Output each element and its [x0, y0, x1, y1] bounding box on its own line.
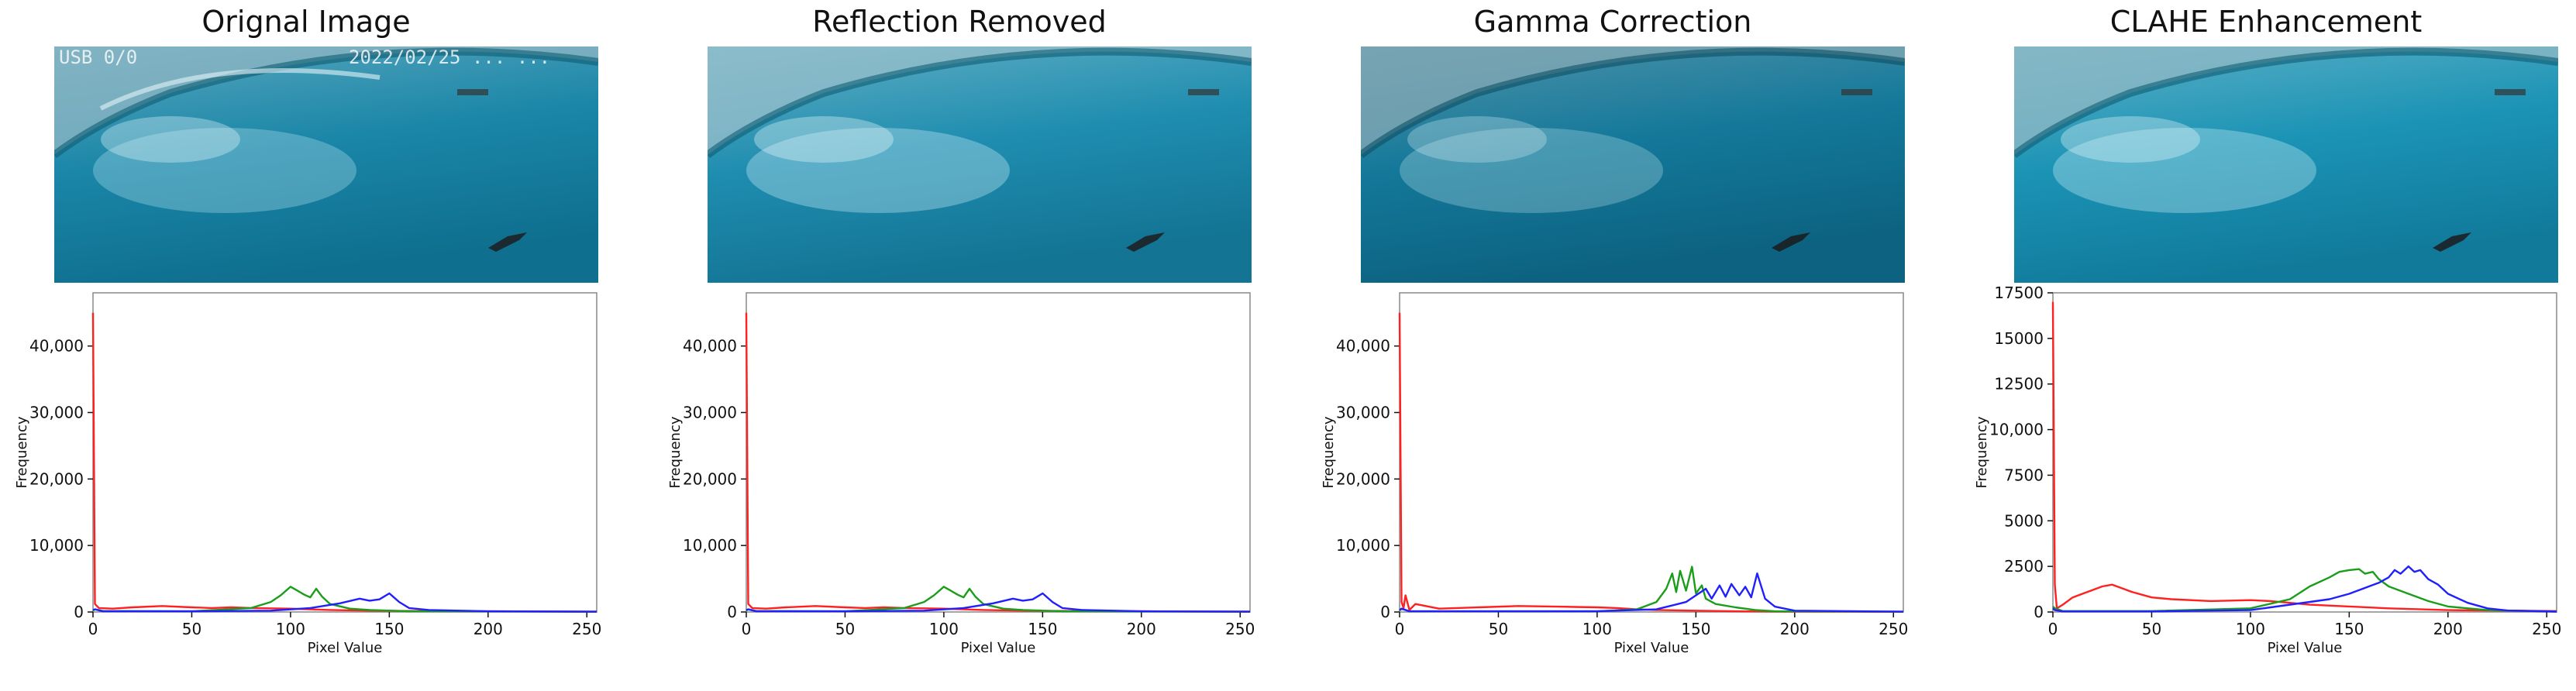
x-tick-label: 0	[88, 620, 98, 638]
histogram-chart: 0 50 100 150 200 250 0 10,000 20,000 30,000 40,000…	[1307, 287, 1919, 691]
histogram-chart: 0 50 100 150 200 250 0 10,000 20,000 30,000 40,000…	[0, 287, 612, 691]
histogram-chart: 0 50 100 150 200 250 0 10,000 20,000 30,000 40,000…	[653, 287, 1266, 691]
y-tick-label: 0	[727, 603, 737, 621]
series-line-blue	[746, 592, 1251, 613]
plot-frame	[92, 292, 598, 613]
y-tick-label: 20,000	[1336, 469, 1390, 488]
x-tick-label: 200	[1780, 620, 1810, 638]
y-tick-label: 40,000	[29, 337, 84, 356]
pool-image-original: USB 0/0 2022/02/25 ... ...	[54, 46, 598, 283]
y-tick-label: 10,000	[683, 536, 737, 555]
series-line-blue	[2052, 565, 2557, 613]
x-tick-label: 0	[742, 620, 752, 638]
y-tick-label: 30,000	[1336, 404, 1390, 422]
chart-title: Orignal Image	[201, 5, 411, 39]
y-tick-label: 0	[2034, 603, 2044, 621]
x-tick-label: 0	[1395, 620, 1405, 638]
y-axis-label: Frequency	[1974, 416, 1990, 488]
y-tick-label: 17500	[1994, 284, 2044, 302]
y-tick-label: 0	[74, 603, 84, 621]
series-line-red	[1398, 312, 1904, 613]
x-tick-label: 100	[929, 620, 959, 638]
y-tick-label: 30,000	[29, 404, 84, 422]
y-axis-label: Frequency	[667, 416, 684, 488]
x-tick-label: 150	[374, 620, 404, 638]
x-tick-label: 250	[1879, 620, 1908, 638]
plot-frame	[746, 292, 1251, 613]
y-tick-label: 40,000	[1336, 337, 1390, 356]
y-tick-label: 10,000	[29, 536, 84, 555]
chart-title: Gamma Correction	[1473, 5, 1752, 39]
y-tick-label: 5000	[2004, 511, 2044, 530]
panel-gamma-correction: Gamma Correction 0 50 100 150 200 250 0 10,000 2…	[1307, 0, 1919, 691]
x-tick-label: 150	[1681, 620, 1710, 638]
y-tick-label: 40,000	[683, 337, 737, 356]
y-tick-label: 7500	[2004, 466, 2044, 484]
series-line-blue	[1399, 572, 1904, 613]
panel-clahe-enhancement: CLAHE Enhancement 0 50 100 150 200 250 0 2500 50…	[1960, 0, 2572, 691]
y-tick-label: 2500	[2004, 557, 2044, 576]
x-tick-label: 250	[1225, 620, 1255, 638]
x-axis-label: Pixel Value	[308, 640, 383, 656]
x-tick-label: 250	[572, 620, 601, 638]
x-axis-label: Pixel Value	[961, 640, 1036, 656]
y-axis-label: Frequency	[1321, 416, 1337, 488]
x-tick-label: 150	[2334, 620, 2364, 638]
x-tick-label: 100	[1582, 620, 1612, 638]
y-tick-label: 10,000	[1989, 421, 2044, 439]
image-overlay-timestamp: 2022/02/25 ... ...	[349, 46, 550, 68]
histogram-chart: 0 50 100 150 200 250 0 2500 5000 7500 10,000 12500 1…	[1960, 284, 2572, 691]
panel-original: Orignal Image USB 0/0 2022/02/25 ... ...…	[0, 0, 612, 691]
x-tick-label: 100	[2236, 620, 2265, 638]
x-tick-label: 250	[2532, 620, 2561, 638]
x-tick-label: 200	[2433, 620, 2463, 638]
plot-frame	[2052, 292, 2557, 613]
x-tick-label: 200	[474, 620, 503, 638]
x-tick-label: 200	[1127, 620, 1156, 638]
x-tick-label: 50	[182, 620, 201, 638]
y-tick-label: 10,000	[1336, 536, 1390, 555]
x-tick-label: 50	[2142, 620, 2161, 638]
series-line-blue	[92, 592, 598, 613]
y-axis-label: Frequency	[14, 416, 30, 488]
pool-image-gamma-correction	[1361, 46, 1905, 283]
y-tick-label: 30,000	[683, 404, 737, 422]
y-tick-label: 20,000	[683, 469, 737, 488]
x-axis-label: Pixel Value	[1614, 640, 1689, 656]
panel-reflection-removed: Reflection Removed 0 50 100 150 200 250 0 10,00…	[653, 0, 1266, 691]
y-tick-label: 15000	[1994, 329, 2044, 348]
y-tick-label: 20,000	[29, 469, 84, 488]
x-tick-label: 50	[1489, 620, 1508, 638]
pool-image-reflection-removed	[708, 46, 1252, 283]
pool-image-clahe-enhancement	[2014, 46, 2558, 283]
y-tick-label: 0	[1380, 603, 1390, 621]
image-overlay-label: USB 0/0	[59, 46, 137, 68]
x-tick-label: 0	[2048, 620, 2058, 638]
x-tick-label: 100	[276, 620, 305, 638]
x-tick-label: 150	[1028, 620, 1057, 638]
y-tick-label: 12500	[1994, 375, 2044, 394]
chart-title: CLAHE Enhancement	[2109, 5, 2423, 39]
x-tick-label: 50	[835, 620, 855, 638]
chart-title: Reflection Removed	[812, 5, 1107, 39]
plot-frame	[1399, 292, 1904, 613]
series-line-red	[2051, 301, 2557, 612]
x-axis-label: Pixel Value	[2268, 640, 2343, 656]
